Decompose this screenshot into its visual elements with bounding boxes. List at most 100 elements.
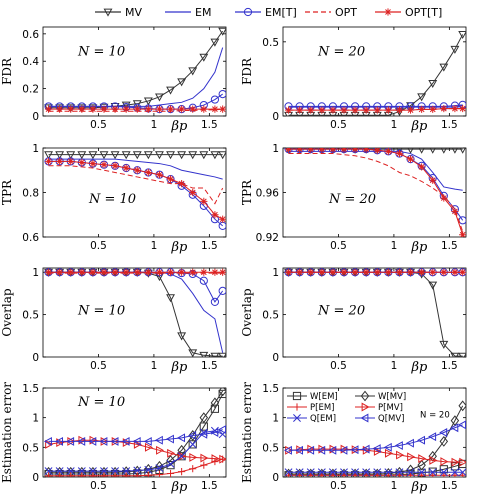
point-q-em (100, 467, 108, 476)
inner-legend: W[EM] W[MV] P[EM] P[MV] Q[EM] Q[MV] (287, 390, 406, 424)
point-p-em (122, 472, 130, 477)
x-tick-label: 1.5 (201, 360, 218, 372)
point-q-mv (428, 432, 437, 442)
point-q-em (177, 452, 186, 461)
point-mv (429, 148, 436, 154)
point-p-em (100, 472, 108, 477)
series-layer (283, 400, 466, 477)
point-opt-t (362, 268, 370, 276)
point-p-mv (200, 453, 209, 463)
panel-est-n10: 0.5 1 1.5 0 0.5 1 1.5 βp Estimation error N = 10 (0, 382, 227, 495)
inner-legend-entry-w-mv: W[MV] (355, 390, 406, 402)
point-p-mv (133, 439, 142, 449)
y-tick-label: 0.4 (22, 56, 39, 68)
point-opt-t (284, 106, 293, 114)
x-tick-label: 1 (151, 240, 158, 252)
y-tick-label: 1.5 (22, 383, 39, 395)
y-tick-label: 0.8 (22, 188, 39, 200)
x-tick-label: 0.5 (330, 240, 347, 252)
point-opt-t (200, 105, 208, 113)
y-tick-label: 0.6 (22, 29, 39, 41)
point-mv (166, 151, 175, 160)
legend-entry-em: EM (165, 6, 211, 19)
x-tick-label: 0.5 (330, 360, 347, 372)
top-legend: MV EM EM[T] OPT OPT[T] (95, 6, 442, 19)
point-mv (458, 31, 466, 40)
point-mv (440, 148, 448, 154)
point-opt-t (189, 268, 197, 276)
point-opt-t (78, 158, 86, 167)
point-opt-t (155, 268, 164, 276)
point-w-mv (166, 454, 175, 466)
point-q-em (417, 468, 426, 477)
point-opt-t (133, 166, 141, 174)
point-opt-t (340, 268, 348, 276)
x-tick-label: 1.5 (441, 480, 458, 492)
point-opt-t (111, 268, 119, 276)
x-tick-label: 1 (391, 119, 398, 131)
legend-entry-opt-t: OPT[T] (375, 6, 442, 19)
point-em-t (218, 286, 226, 295)
point-mv (177, 332, 187, 341)
point-q-em (77, 467, 86, 476)
inner-legend-label: P[EM] (310, 403, 334, 413)
panel-fdr-n10: 0.5 1 1.5 0 0.2 0.4 0.6 βp FDR N = 10 (0, 26, 227, 134)
point-opt-t (189, 105, 197, 113)
point-opt-t (155, 171, 164, 179)
point-opt-t (133, 105, 141, 113)
series-line-q-em (48, 430, 223, 472)
inner-legend-entry-p-em: P[EM] (287, 403, 334, 413)
axes-frame (42, 267, 227, 358)
series-layer (44, 27, 226, 114)
point-opt-t (329, 106, 337, 114)
point-q-em (306, 468, 315, 477)
point-opt-t (318, 268, 326, 276)
point-mv (188, 67, 198, 76)
x-tick-label: 1 (151, 360, 158, 372)
legend-entry-opt: OPT (305, 6, 357, 19)
point-opt-t (219, 105, 226, 113)
point-w-mv (177, 444, 186, 456)
point-w-mv (218, 388, 226, 397)
inner-legend-label: P[MV] (378, 403, 403, 413)
panel-annotation: N = 10 (88, 192, 136, 207)
point-q-mv (132, 436, 141, 446)
point-p-mv (429, 455, 438, 465)
point-mv (458, 352, 466, 357)
point-q-em (122, 467, 131, 476)
point-mv (132, 100, 142, 109)
legend-marker-mv (103, 8, 113, 17)
point-q-em (351, 468, 360, 477)
point-p-em (56, 472, 64, 477)
point-p-mv (396, 450, 405, 460)
point-q-mv (283, 445, 292, 455)
point-q-em (406, 468, 415, 477)
point-opt-t (111, 162, 119, 170)
y-axis-label: Estimation error (240, 382, 254, 483)
y-axis-label: TPR (240, 179, 254, 205)
y-axis-label: TPR (0, 179, 14, 205)
point-p-mv (384, 448, 393, 458)
point-p-em (89, 472, 97, 477)
y-tick-label: 0.5 (22, 310, 39, 322)
legend-entry-mv: MV (95, 6, 142, 19)
point-opt-t (133, 268, 141, 276)
panel-annotation: N = 10 (77, 395, 125, 410)
panel-annotation: N = 20 (420, 410, 450, 420)
point-mv (166, 294, 175, 303)
point-opt-t (284, 268, 293, 276)
point-q-mv (66, 436, 75, 446)
y-tick-label: 1 (272, 143, 279, 155)
point-mv (177, 78, 187, 87)
point-mv (451, 148, 459, 154)
point-mv (218, 352, 226, 357)
x-tick-label: 1.5 (441, 240, 458, 252)
point-q-mv (350, 445, 359, 455)
point-q-mv (199, 429, 208, 439)
point-opt-t (100, 161, 108, 169)
point-p-mv (318, 444, 327, 454)
y-axis-label: Overlap (0, 288, 14, 336)
panel-fdr-n20: 0.5 1 1.5 0 0.5 βp FDR N = 20 (240, 26, 467, 134)
point-p-mv (189, 452, 198, 462)
point-q-em (450, 468, 459, 477)
